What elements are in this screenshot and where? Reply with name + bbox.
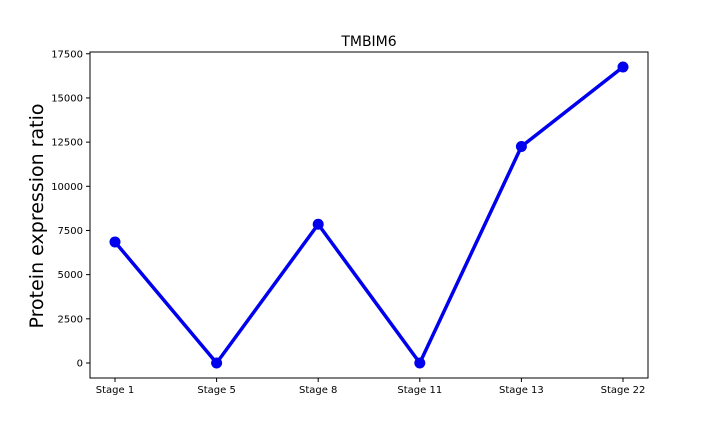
x-tick-label: Stage 1 <box>96 385 134 396</box>
y-tick-label: 5000 <box>58 270 83 281</box>
y-tick-label: 0 <box>77 358 83 369</box>
x-tick-label: Stage 8 <box>299 385 337 396</box>
series-layer <box>109 61 629 369</box>
y-tick-label: 2500 <box>58 314 83 325</box>
y-tick-label: 10000 <box>51 182 83 193</box>
data-point <box>109 236 121 248</box>
x-tick-label: Stage 22 <box>601 385 646 396</box>
series-line <box>113 65 625 365</box>
chart-title: TMBIM6 <box>340 34 396 50</box>
x-tick-label: Stage 13 <box>499 385 544 396</box>
x-tick-label: Stage 5 <box>197 385 235 396</box>
data-point <box>515 141 527 153</box>
data-point <box>211 357 223 369</box>
y-axis-label: Protein expression ratio <box>26 104 48 329</box>
y-axis: 0 2500 5000 7500 10000 12500 15000 17500 <box>51 49 90 369</box>
y-tick-label: 17500 <box>51 49 83 60</box>
plot-frame <box>89 51 649 379</box>
data-point <box>312 218 324 230</box>
x-tick-label: Stage 11 <box>397 385 442 396</box>
x-axis: Stage 1 Stage 5 Stage 8 Stage 11 Stage 13 Sta… <box>96 378 646 396</box>
y-tick-label: 15000 <box>51 93 83 104</box>
data-point <box>617 61 629 73</box>
data-point <box>414 357 426 369</box>
y-tick-label: 7500 <box>58 226 83 237</box>
y-tick-label: 12500 <box>51 138 83 149</box>
